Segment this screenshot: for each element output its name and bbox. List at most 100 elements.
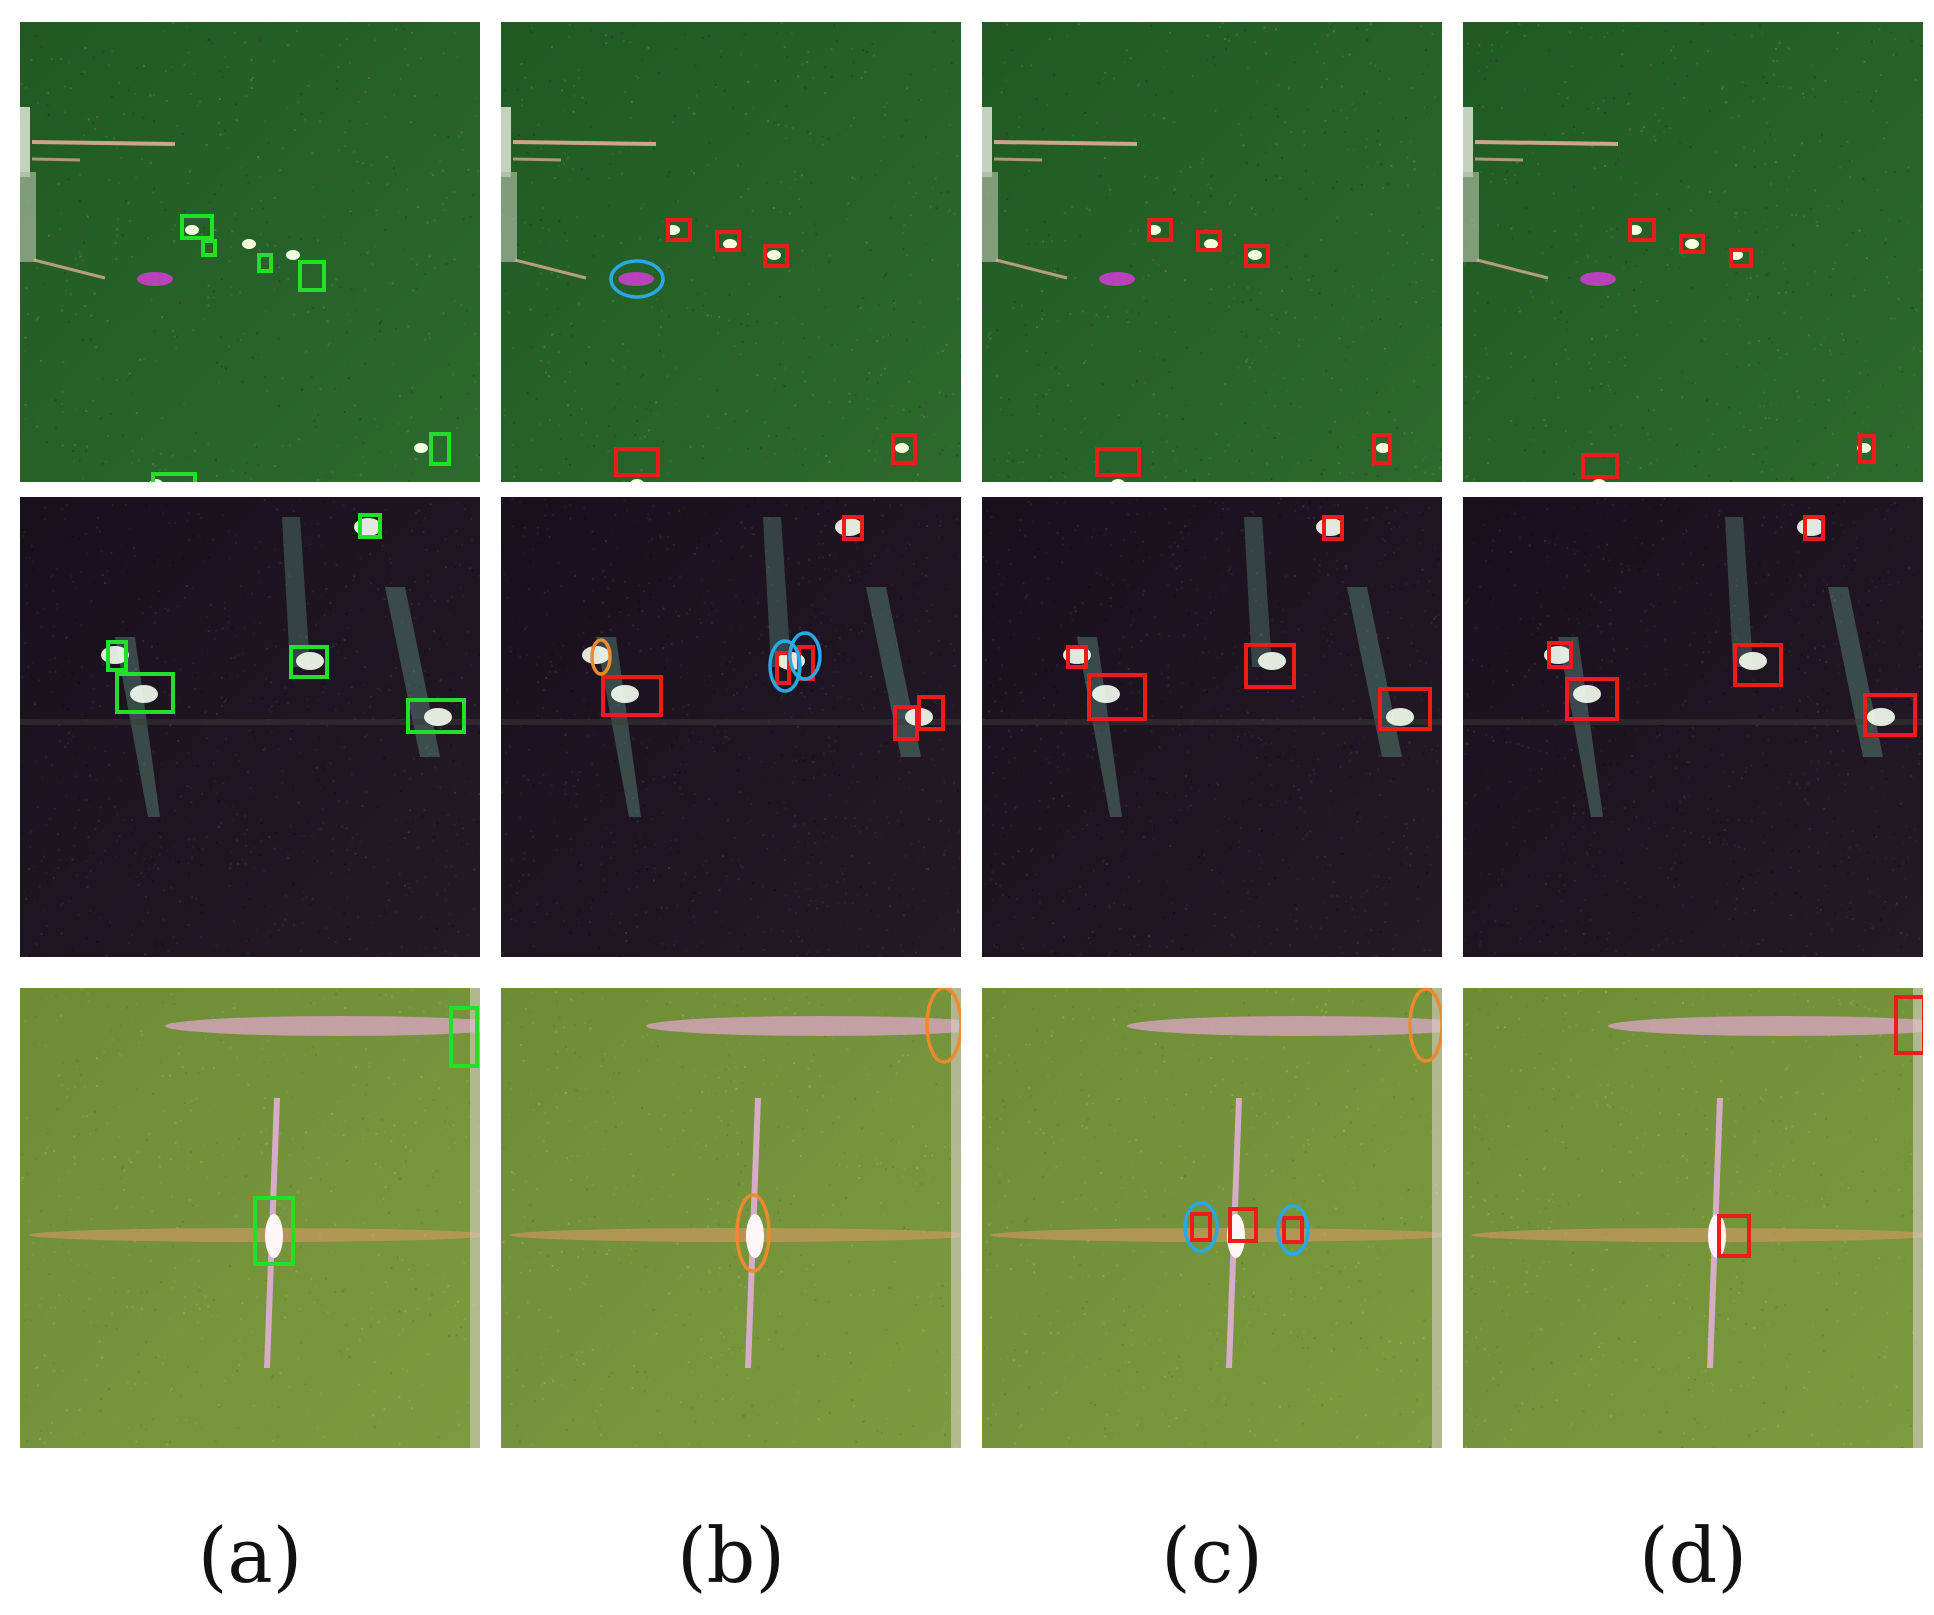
detection-box — [1087, 673, 1147, 721]
detection-box — [1244, 643, 1296, 689]
sar-image — [501, 988, 961, 1448]
scene-background — [20, 988, 480, 1448]
panel-row2-d — [1463, 497, 1923, 957]
sar-image — [501, 497, 961, 957]
detection-box — [1858, 434, 1876, 464]
detection-box — [1244, 244, 1270, 268]
missed-detection-marker — [925, 988, 961, 1064]
ship-target — [1592, 479, 1606, 482]
detection-box — [1581, 453, 1619, 479]
detection-box — [1066, 645, 1088, 669]
sar-image — [982, 497, 1442, 957]
magenta-target — [1580, 272, 1616, 286]
detection-box — [917, 695, 945, 731]
detection-box — [1547, 641, 1573, 669]
ground-truth-box — [298, 260, 326, 292]
false-alarm-marker — [788, 631, 822, 681]
ship-target — [611, 685, 639, 703]
ship-target — [1685, 239, 1699, 249]
ship-target — [1376, 443, 1390, 453]
panel-row3-a — [20, 988, 480, 1448]
sar-image — [1463, 22, 1923, 482]
scene-background — [501, 988, 961, 1448]
column-label-a: (a) — [197, 1511, 303, 1600]
missed-detection-marker — [1408, 988, 1442, 1063]
ship-target — [424, 708, 452, 726]
sar-image — [20, 497, 480, 957]
detection-box — [666, 218, 692, 242]
panel-row2-c — [982, 497, 1442, 957]
sar-image — [982, 22, 1442, 482]
detection-box — [1228, 1207, 1258, 1243]
ship-target — [265, 1214, 283, 1258]
speckle-noise — [20, 988, 480, 1446]
detection-box — [1147, 218, 1173, 242]
detection-box — [1190, 1212, 1212, 1242]
panel-row3-c — [982, 988, 1442, 1448]
ground-truth-box — [449, 1006, 479, 1068]
speckle-noise — [1464, 498, 1923, 957]
harbor-structure — [1463, 107, 1619, 280]
missed-detection-marker — [590, 638, 612, 676]
sar-image — [1463, 497, 1923, 957]
ground-truth-box — [115, 672, 175, 714]
scene-background — [20, 22, 480, 482]
ship-target — [185, 225, 199, 235]
detection-box — [1679, 234, 1705, 254]
ground-truth-box — [180, 214, 214, 240]
false-alarm-marker — [609, 259, 665, 299]
detection-box — [1863, 693, 1917, 737]
sar-image — [982, 988, 1442, 1448]
ship-target — [296, 652, 324, 670]
detection-box — [1894, 995, 1923, 1055]
detection-box — [601, 675, 663, 717]
ground-truth-box — [253, 1196, 295, 1266]
detection-box — [842, 515, 864, 541]
magenta-target — [137, 272, 173, 286]
detection-box — [1717, 1214, 1751, 1258]
column-label-b: (b) — [677, 1511, 785, 1600]
detection-box — [1803, 515, 1825, 541]
detection-box — [1372, 433, 1392, 465]
detection-box — [614, 447, 660, 477]
detection-box — [891, 433, 917, 465]
ship-target — [895, 443, 909, 453]
detection-box — [1095, 447, 1141, 477]
column-label-c: (c) — [1161, 1511, 1263, 1600]
ground-truth-box — [358, 513, 382, 539]
ship-target — [767, 250, 781, 260]
ship-target — [1204, 239, 1218, 249]
sar-image — [501, 22, 961, 482]
scene-background — [1463, 497, 1923, 957]
ship-target — [242, 239, 256, 249]
speckle-noise — [501, 22, 961, 482]
detection-box — [1729, 248, 1753, 268]
ship-target — [630, 479, 644, 482]
detection-box — [1378, 687, 1432, 731]
sar-image — [20, 22, 480, 482]
coast-edge — [470, 988, 480, 1448]
missed-detection-marker — [735, 1193, 771, 1273]
ground-truth-box — [151, 472, 197, 482]
scene-background — [1463, 988, 1923, 1448]
ship-target — [1386, 708, 1414, 726]
ground-truth-box — [106, 640, 128, 672]
ship-target — [1867, 708, 1895, 726]
false-alarm-marker — [1183, 1201, 1219, 1253]
panel-row2-a — [20, 497, 480, 957]
detection-box — [715, 230, 741, 252]
ship-target — [1258, 652, 1286, 670]
ship-target — [130, 685, 158, 703]
ground-truth-box — [257, 253, 273, 273]
coast-edge — [951, 988, 961, 1448]
ship-target — [414, 443, 428, 453]
column-label-d: (d) — [1639, 1511, 1747, 1600]
false-alarm-marker — [768, 639, 802, 693]
panel-row1-c — [982, 22, 1442, 482]
detection-box — [1322, 515, 1344, 541]
ship-target — [835, 518, 863, 536]
panel-row3-b — [501, 988, 961, 1448]
ground-truth-box — [429, 432, 451, 466]
detection-box — [775, 651, 791, 685]
